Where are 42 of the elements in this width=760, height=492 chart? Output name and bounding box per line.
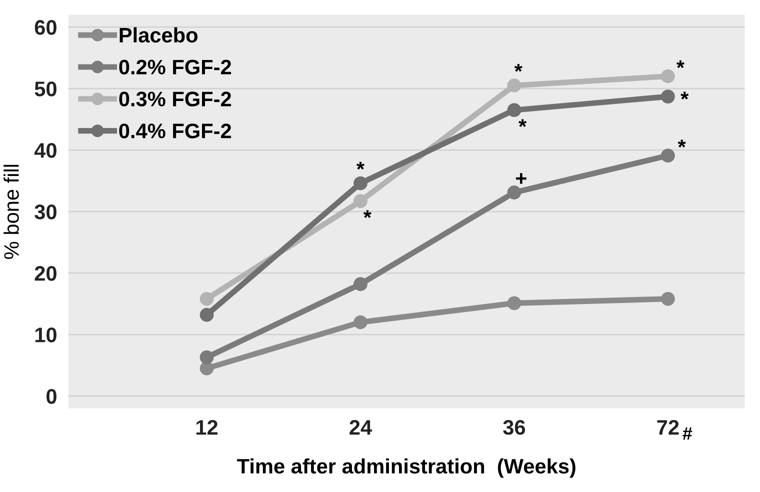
- legend-label: Placebo: [120, 27, 198, 43]
- x-axis-title: Time after administration (Weeks): [237, 458, 576, 478]
- point: [200, 292, 214, 306]
- x-tick-label: 12: [196, 420, 218, 435]
- x-tick-label: 72: [657, 420, 679, 435]
- point: [200, 308, 214, 322]
- annotation: *: [678, 140, 686, 148]
- annotation: *: [518, 119, 527, 127]
- point: [354, 315, 368, 330]
- legend-label: 0.3% FGF-2: [119, 92, 232, 106]
- point: [507, 186, 522, 200]
- annotation: *: [356, 162, 365, 170]
- annotation: *: [514, 64, 522, 72]
- y-tick-label: 10: [35, 328, 56, 342]
- annotation: +: [516, 173, 526, 184]
- point: [660, 90, 675, 104]
- legend-label: 0.4% FGF-2: [119, 124, 232, 138]
- y-axis-title: % bone fill: [4, 164, 19, 259]
- point: [354, 277, 368, 292]
- point: [660, 292, 675, 306]
- point: [507, 296, 522, 310]
- point: [660, 69, 675, 84]
- legend-label: 0.2% FGF-2: [119, 60, 232, 74]
- x-tick-label: 36: [503, 420, 526, 435]
- point: [200, 361, 214, 376]
- point: [660, 148, 675, 163]
- point: [200, 350, 214, 364]
- y-tick-label: 50: [34, 82, 56, 96]
- y-tick-label: 0: [46, 389, 56, 404]
- annotation: *: [363, 210, 372, 218]
- x-tick-label: 24: [350, 420, 372, 435]
- y-tick-label: 40: [34, 143, 56, 158]
- y-tick-label: 30: [34, 204, 56, 220]
- point: [507, 103, 522, 118]
- annotation: *: [680, 92, 689, 100]
- y-tick-label: 20: [34, 266, 56, 281]
- point: [507, 78, 522, 92]
- text: #: [682, 427, 692, 440]
- annotation: *: [676, 60, 684, 68]
- point: [354, 176, 368, 190]
- point: [354, 194, 368, 208]
- y-tick-label: 60: [34, 20, 56, 35]
